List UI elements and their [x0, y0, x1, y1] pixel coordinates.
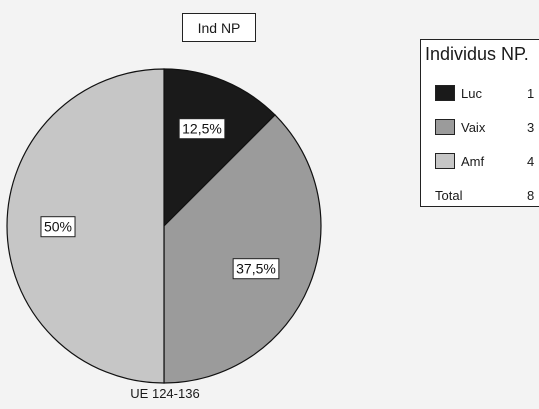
legend-swatch [435, 153, 455, 169]
legend-count: 3 [527, 120, 535, 135]
legend-item-vaix: Vaix 3 [431, 116, 536, 140]
chart-subtitle: UE 124-136 [130, 386, 200, 401]
slice-label-vaix: 37,5% [232, 258, 280, 280]
legend-label: Vaix [461, 120, 486, 135]
legend-label: Amf [461, 154, 485, 169]
legend-total-label: Total [435, 188, 463, 203]
slice-label-luc: 12,5% [178, 118, 226, 140]
slice-percent-text: 12,5% [182, 121, 222, 137]
pie-slice-vaix [163, 114, 322, 384]
slice-label-amf: 50% [40, 216, 76, 238]
legend-title: Individus NP. [425, 44, 529, 64]
slice-percent-text: 50% [44, 219, 72, 235]
legend: Individus NP. Luc 1 Vaix 3 Amf 4 Total 8 [420, 39, 539, 207]
legend-swatch [435, 85, 455, 101]
pie-slice-luc [163, 68, 276, 228]
legend-total: Total 8 [431, 184, 536, 208]
legend-count: 1 [527, 86, 535, 101]
legend-item-luc: Luc 1 [431, 82, 536, 106]
pie-slice-amf [6, 68, 165, 384]
chart-title: Ind NP [182, 13, 256, 42]
legend-total-value: 8 [527, 188, 535, 203]
legend-item-amf: Amf 4 [431, 150, 536, 174]
slice-percent-text: 37,5% [236, 261, 276, 277]
legend-swatch [435, 119, 455, 135]
legend-label: Luc [461, 86, 482, 101]
legend-count: 4 [527, 154, 535, 169]
